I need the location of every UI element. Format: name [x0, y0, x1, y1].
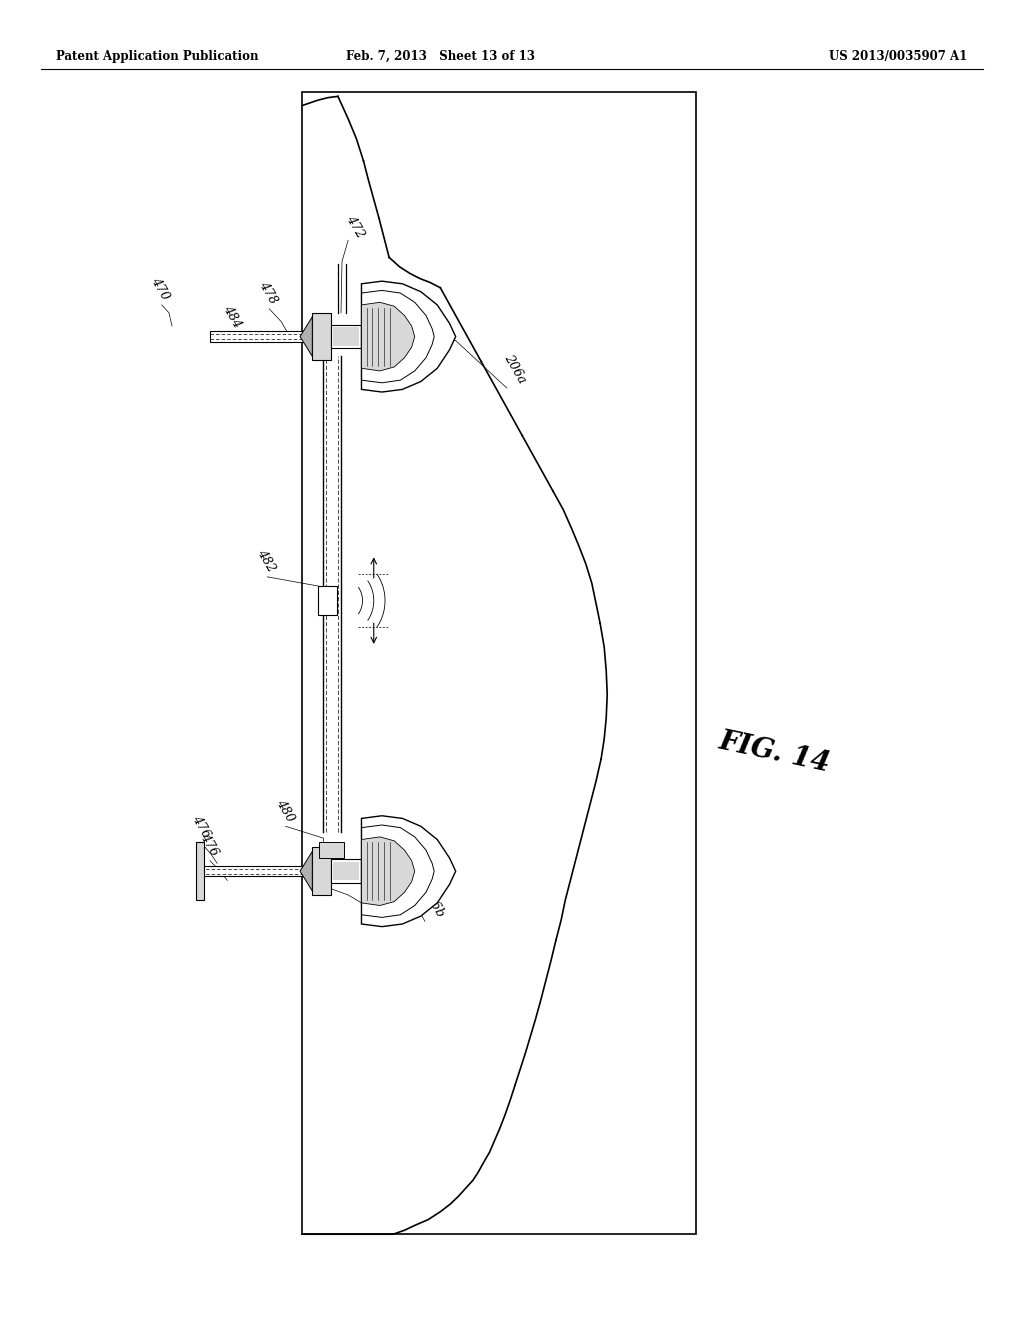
Bar — [210, 331, 331, 342]
Bar — [312, 313, 331, 360]
Text: 476: 476 — [198, 832, 221, 858]
Text: Patent Application Publication: Patent Application Publication — [56, 50, 259, 63]
Text: 482: 482 — [254, 548, 278, 574]
Bar — [333, 862, 359, 880]
Polygon shape — [361, 281, 456, 392]
Text: 484: 484 — [220, 304, 244, 330]
Text: 206a: 206a — [502, 352, 528, 385]
Polygon shape — [300, 317, 312, 356]
Text: 474: 474 — [303, 854, 327, 880]
Text: 480: 480 — [273, 797, 297, 824]
Text: 470: 470 — [148, 276, 172, 302]
Text: 476: 476 — [189, 813, 213, 840]
Bar — [319, 842, 344, 858]
Polygon shape — [361, 302, 415, 371]
Text: US 2013/0035907 A1: US 2013/0035907 A1 — [829, 50, 968, 63]
Bar — [331, 325, 361, 348]
Text: 472: 472 — [343, 214, 367, 240]
Bar — [333, 327, 359, 346]
Bar — [200, 866, 312, 876]
Polygon shape — [361, 816, 456, 927]
Bar — [196, 842, 204, 900]
Bar — [302, 92, 696, 1234]
Bar — [312, 847, 331, 895]
Polygon shape — [300, 851, 312, 891]
Text: Feb. 7, 2013   Sheet 13 of 13: Feb. 7, 2013 Sheet 13 of 13 — [346, 50, 535, 63]
Bar — [331, 859, 361, 883]
Polygon shape — [361, 837, 415, 906]
Text: FIG. 14: FIG. 14 — [717, 727, 834, 777]
Text: 206b: 206b — [420, 884, 447, 919]
Bar — [318, 586, 337, 615]
Text: 478: 478 — [256, 280, 280, 306]
